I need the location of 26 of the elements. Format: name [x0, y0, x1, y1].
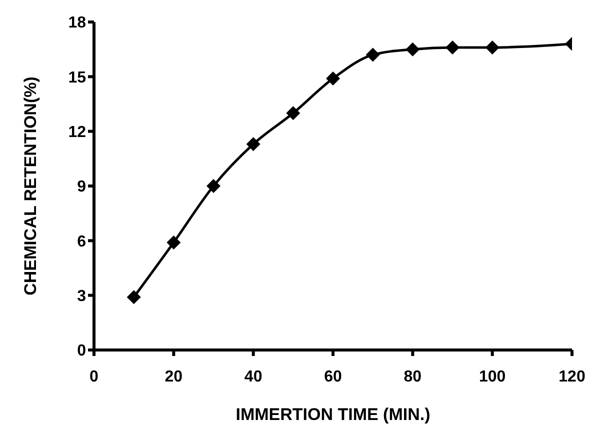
x-tick-label: 60	[324, 368, 342, 386]
x-tick-label: 40	[244, 368, 262, 386]
point	[326, 71, 340, 86]
x-axis-title: IMMERTION TIME (MIN.)	[236, 405, 430, 424]
point	[286, 106, 300, 120]
point	[246, 137, 260, 152]
x-tick-label: 100	[478, 368, 506, 386]
point	[206, 179, 220, 193]
y-tick-label: 9	[77, 178, 86, 196]
point	[126, 290, 141, 304]
y-axis-title: CHEMICAL RETENTION(%)	[21, 76, 40, 296]
point	[485, 40, 500, 55]
y-tick-label: 6	[77, 233, 86, 250]
point	[166, 235, 181, 250]
x-tick-label: 20	[164, 368, 183, 386]
point	[406, 42, 420, 56]
y-tick-label: 15	[68, 69, 86, 86]
point	[446, 40, 460, 55]
y-tick-label: 0	[77, 342, 86, 360]
x-tick-label: 0	[90, 368, 99, 386]
point	[366, 48, 380, 62]
x-tick-label: 80	[404, 368, 422, 386]
y-tick-label: 3	[77, 288, 86, 306]
y-tick-label: 12	[68, 124, 86, 142]
x-tick-label: 120	[558, 368, 586, 386]
y-tick-label: 18	[68, 14, 86, 32]
